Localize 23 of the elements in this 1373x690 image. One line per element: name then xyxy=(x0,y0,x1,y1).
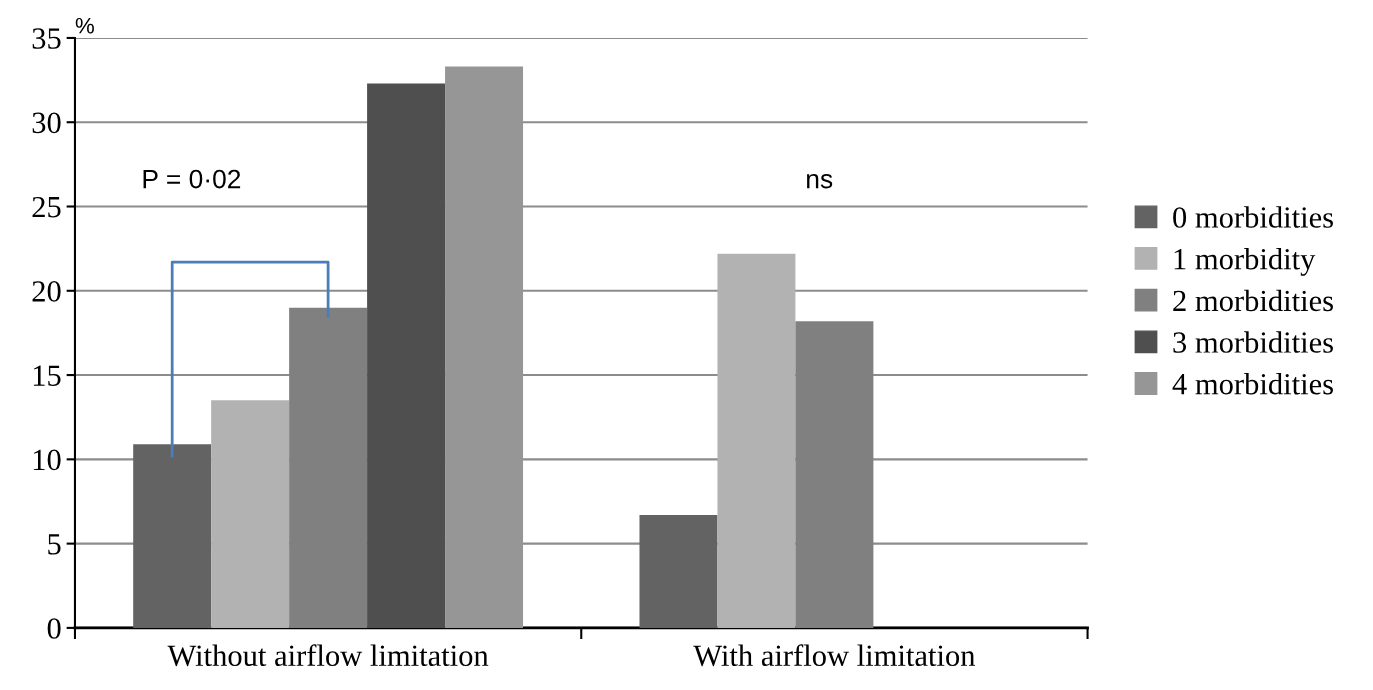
bar xyxy=(211,400,290,628)
y-tick-label: 5 xyxy=(48,534,61,555)
annotation: P = 0·02 xyxy=(143,169,241,189)
x-tick-label: Without airflow limitation xyxy=(167,644,489,667)
y-tick-label: 15 xyxy=(33,365,61,386)
y-axis-title: % xyxy=(75,17,94,34)
bar xyxy=(133,444,212,628)
x-tick-label: With airflow limitation xyxy=(693,644,976,667)
legend-label: 0 morbidities xyxy=(1173,206,1333,228)
legend-label: 2 morbidities xyxy=(1173,289,1333,312)
legend-label: 4 morbidities xyxy=(1172,373,1333,395)
bar xyxy=(367,83,446,628)
bar xyxy=(717,253,796,628)
y-tick-label: 25 xyxy=(32,196,61,218)
y-tick-label: 0 xyxy=(47,618,61,639)
y-tick-label: 30 xyxy=(32,112,61,134)
legend-label: 1 morbidity xyxy=(1174,247,1316,276)
bar xyxy=(639,514,718,628)
annotation: ns xyxy=(807,173,833,189)
y-tick-label: 10 xyxy=(33,449,61,471)
y-tick-label: 20 xyxy=(32,281,61,302)
legend-label: 3 morbidities xyxy=(1173,331,1333,353)
y-tick-label: 35 xyxy=(32,28,61,49)
